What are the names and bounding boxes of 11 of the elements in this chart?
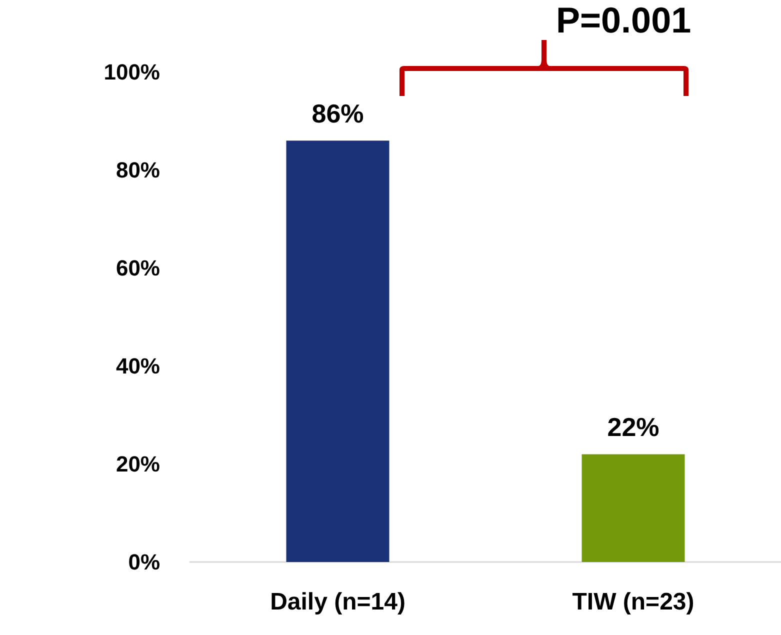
y-tick-label: 60%: [116, 256, 160, 280]
text: P=0.001: [556, 0, 692, 40]
data-label: 86%: [312, 98, 364, 129]
y-tick-label: 40%: [116, 354, 160, 378]
x-tick-label: Daily (n=14): [270, 588, 406, 616]
data-label: 22%: [607, 412, 660, 442]
y-tick-label: 0%: [128, 550, 160, 574]
y-tick-label: 100%: [104, 60, 160, 84]
y-tick-label: 80%: [116, 158, 160, 182]
y-tick-label: 20%: [116, 452, 160, 476]
x-tick-label: TIW (n=23): [572, 588, 694, 616]
